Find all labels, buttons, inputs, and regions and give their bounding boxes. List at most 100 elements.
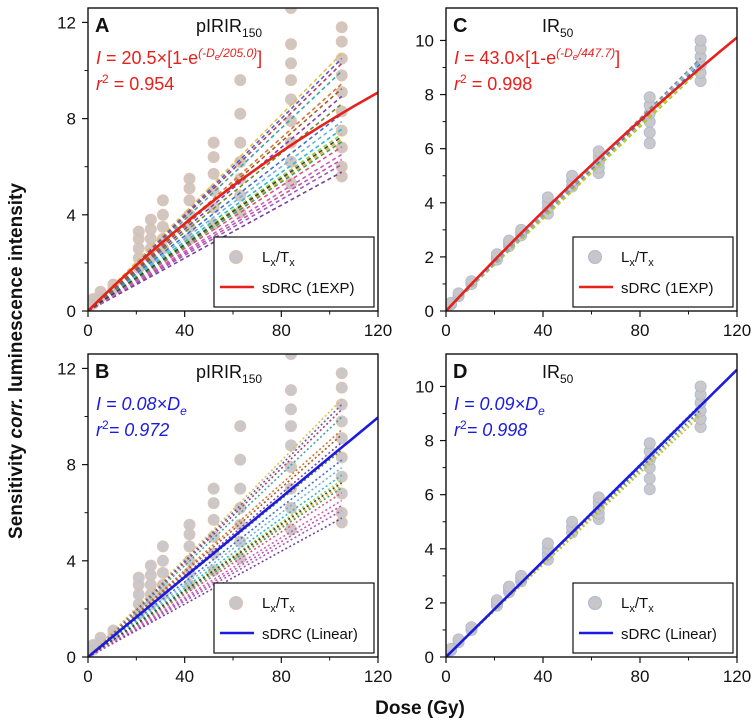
data-point — [643, 472, 656, 485]
data-point — [566, 515, 579, 528]
data-point — [156, 554, 169, 567]
fit-equation: I = 0.08×De — [96, 394, 187, 418]
y-tick-label: 4 — [67, 552, 76, 571]
y-tick-label: 12 — [57, 13, 76, 32]
x-tick-label: 80 — [631, 321, 650, 340]
legend-T: /T — [635, 249, 648, 266]
aliquot-line — [88, 499, 343, 657]
aliquot-line — [88, 429, 343, 657]
eq-var: I — [96, 394, 101, 414]
x-tick-label: 40 — [534, 667, 553, 686]
aliquot-line — [88, 52, 343, 311]
eq-exp-tail: /205.0) — [219, 46, 257, 60]
x-tick-label: 0 — [83, 667, 92, 686]
eq-exp: (-D — [556, 46, 573, 60]
data-point — [234, 535, 247, 548]
legend-box — [572, 582, 734, 654]
data-point — [234, 482, 247, 495]
aliquot-line — [88, 103, 343, 311]
y-tick-label: 0 — [425, 302, 434, 321]
y-axis-label-italic: corr. — [6, 397, 27, 438]
x-tick-label: 40 — [175, 321, 194, 340]
data-point — [643, 137, 656, 150]
data-point — [335, 432, 348, 445]
plot-area — [446, 34, 737, 311]
data-point — [284, 155, 297, 168]
legend-x1: x — [270, 603, 276, 615]
data-point — [335, 69, 348, 82]
data-point — [207, 513, 220, 526]
panel-title: pIRIR150 — [196, 16, 262, 40]
data-point — [694, 380, 707, 393]
x-axis-label: Dose (Gy) — [375, 698, 465, 719]
data-point — [156, 194, 169, 207]
aliquot-line — [88, 113, 343, 311]
eq-slope: 0.08 — [122, 394, 157, 414]
data-point — [446, 296, 458, 309]
aliquot-line — [88, 479, 343, 657]
data-point — [335, 86, 348, 99]
data-point — [156, 540, 169, 553]
y-tick-label: 4 — [425, 540, 434, 559]
data-point — [234, 189, 247, 202]
data-point — [285, 354, 297, 360]
data-point — [285, 8, 297, 14]
legend-box — [213, 582, 375, 654]
panel-title-sub: 50 — [560, 26, 574, 40]
data-point — [643, 437, 656, 450]
y-tick-label: 10 — [415, 31, 434, 50]
data-point — [335, 451, 348, 464]
data-point — [234, 136, 247, 149]
panel-title-main: pIRIR — [196, 362, 242, 382]
data-point — [541, 191, 554, 204]
legend-x1: x — [629, 603, 635, 615]
fit-curve — [446, 368, 737, 657]
data-point — [144, 559, 157, 572]
data-point — [643, 126, 656, 139]
data-point — [284, 403, 297, 416]
x-tick-label: 40 — [534, 321, 553, 340]
data-point — [335, 470, 348, 483]
legend: Lx/Tx sDRC (1EXP) — [213, 236, 375, 308]
data-point — [503, 580, 516, 593]
eq-exp-sub: e — [573, 52, 578, 62]
data-point — [335, 381, 348, 394]
data-point — [446, 642, 458, 655]
r2-value: 0.998 — [482, 420, 527, 440]
data-point — [156, 220, 169, 233]
legend-x1: x — [629, 257, 635, 269]
data-point — [592, 491, 605, 504]
data-point — [284, 115, 297, 128]
legend: Lx/Tx sDRC (Linear) — [213, 582, 375, 654]
data-point — [284, 38, 297, 51]
fit-curve — [88, 416, 378, 657]
legend-label-points: Lx/Tx — [621, 249, 654, 269]
aliquot-line — [88, 398, 343, 657]
r-squared: r2= 0.998 — [454, 418, 527, 440]
legend-label-fit: sDRC (Linear) — [262, 626, 358, 643]
eq-part: ×D — [515, 394, 539, 414]
legend-L: L — [262, 595, 270, 612]
data-point — [234, 453, 247, 466]
data-point — [132, 225, 145, 238]
data-point — [643, 483, 656, 496]
r2-r: r — [96, 420, 103, 440]
data-point — [284, 384, 297, 397]
data-point — [234, 107, 247, 120]
y-tick-label: 4 — [425, 194, 434, 213]
data-point — [183, 518, 196, 531]
y-tick-label: 0 — [67, 302, 76, 321]
r2-value: 0.954 — [129, 74, 174, 94]
data-point — [541, 537, 554, 550]
data-point — [207, 167, 220, 180]
legend: Lx/Tx sDRC (1EXP) — [572, 236, 734, 308]
r2-r: r — [454, 420, 461, 440]
x-tick-label: 40 — [175, 667, 194, 686]
panel-title: pIRIR150 — [196, 362, 262, 386]
legend-label-points: Lx/Tx — [621, 595, 654, 615]
y-tick-label: 4 — [67, 206, 76, 225]
eq-intercept: 43.0 — [480, 48, 515, 68]
